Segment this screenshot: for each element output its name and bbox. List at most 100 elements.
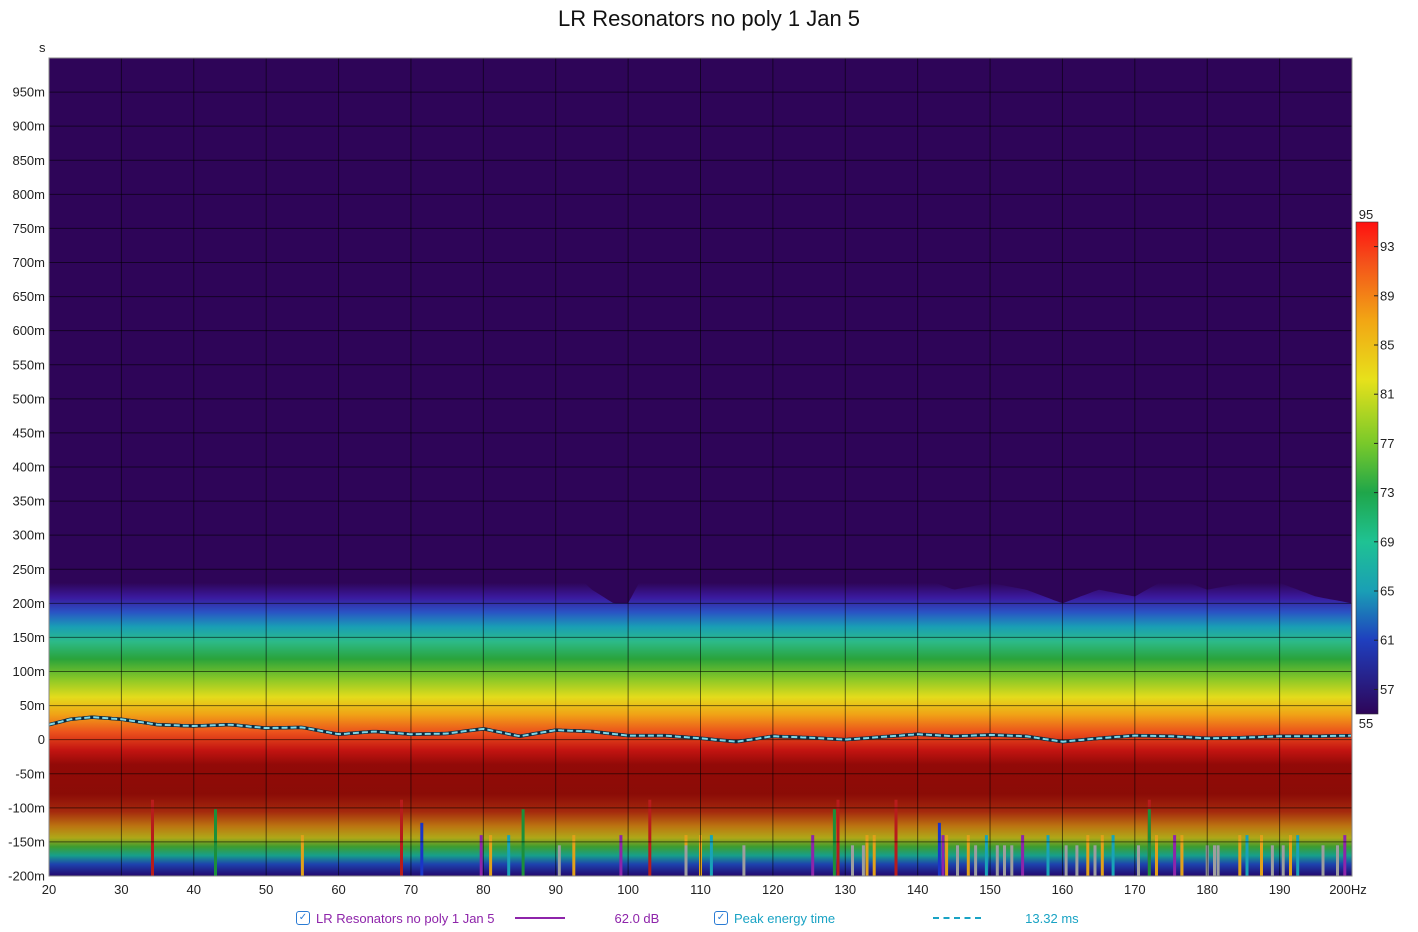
color-scale-label: 89 — [1380, 288, 1394, 303]
resonance-marker — [1296, 835, 1300, 876]
y-tick-label: 650m — [12, 289, 45, 304]
y-tick-label: 750m — [12, 221, 45, 236]
resonance-marker — [1238, 835, 1242, 876]
y-tick-label: 350m — [12, 494, 45, 509]
peak-energy-line — [48, 715, 1352, 744]
resonance-marker — [648, 799, 652, 876]
resonance-marker — [1155, 835, 1158, 876]
color-scale-label: 65 — [1380, 584, 1394, 599]
resonance-marker — [861, 845, 865, 876]
resonance-marker — [1289, 835, 1292, 876]
legend-item-series[interactable]: ✓ LR Resonators no poly 1 Jan 5 62.0 dB — [296, 908, 659, 928]
grid — [49, 58, 1352, 876]
resonance-marker — [872, 835, 876, 876]
resonance-marker — [984, 835, 988, 876]
legend-series-label: LR Resonators no poly 1 Jan 5 — [316, 910, 495, 926]
resonance-marker — [966, 835, 970, 876]
y-tick-label: 900m — [12, 119, 45, 134]
resonance-marker — [1046, 835, 1050, 876]
resonance-marker — [1180, 835, 1184, 876]
resonance-marker — [709, 835, 713, 876]
color-scale-label: 81 — [1380, 387, 1394, 402]
resonance-marker — [1216, 845, 1220, 876]
resonance-marker — [557, 845, 561, 876]
legend-item-peak[interactable]: ✓ Peak energy time 13.32 ms — [714, 908, 1079, 928]
resonance-marker — [489, 835, 493, 876]
x-tick-label: 80 — [476, 882, 490, 897]
resonance-marker — [811, 835, 815, 876]
color-scale-bar: 95 93 89 85 81 77 73 69 65 61 57 55 — [1355, 207, 1394, 731]
x-tick-label: 110 — [690, 882, 711, 897]
resonance-marker — [832, 809, 836, 876]
y-tick-label: 700m — [12, 255, 45, 270]
y-tick-label: 400m — [12, 460, 45, 475]
y-tick-label: 150m — [12, 630, 45, 645]
x-tick-label: 60 — [331, 882, 345, 897]
resonance-marker — [151, 799, 154, 876]
y-tick-label: 450m — [12, 425, 45, 440]
resonance-marker — [1093, 845, 1097, 876]
x-tick-label: 180 — [1196, 882, 1218, 897]
y-tick-label: 800m — [12, 187, 45, 202]
resonance-marker — [851, 845, 854, 876]
x-tick-label: 190 — [1269, 882, 1291, 897]
y-tick-label: 850m — [12, 153, 45, 168]
resonance-marker — [941, 835, 945, 876]
resonance-marker — [1336, 845, 1339, 876]
resonance-marker — [1213, 845, 1216, 876]
resonance-marker — [1321, 845, 1325, 876]
resonance-marker — [1343, 835, 1347, 876]
x-tick-label: 140 — [907, 882, 929, 897]
y-tick-label: 50m — [20, 698, 45, 713]
legend-peak-swatch — [933, 917, 982, 919]
legend-peak-label: Peak energy time — [734, 910, 836, 926]
color-scale-label: 85 — [1380, 338, 1394, 353]
y-tick-label: 950m — [12, 85, 45, 100]
chart-title: LR Resonators no poly 1 Jan 5 — [557, 6, 861, 31]
x-tick-label: 120 — [762, 882, 784, 897]
color-scale-label: 57 — [1380, 682, 1394, 697]
resonance-marker — [1281, 845, 1285, 876]
y-tick-label: -200m — [8, 869, 45, 884]
resonance-marker — [684, 845, 688, 876]
resonance-marker — [1260, 835, 1263, 876]
x-tick-label: 150 — [979, 882, 1001, 897]
x-tick-label: 170 — [1124, 882, 1146, 897]
series-checkbox[interactable]: ✓ — [296, 911, 310, 925]
x-tick-label: 30 — [114, 882, 128, 897]
resonance-marker — [894, 799, 898, 876]
resonance-marker — [836, 799, 840, 876]
legend-series-swatch — [514, 917, 565, 919]
x-axis: 20 30 40 50 60 70 80 90 100 110 120 130 140 150 160 170… — [42, 882, 1367, 897]
resonance-marker — [572, 835, 576, 876]
resonance-marker — [995, 845, 999, 876]
resonance-marker — [1147, 809, 1151, 876]
resonance-marker — [619, 835, 623, 876]
y-tick-label: -100m — [8, 800, 45, 815]
color-scale-gradient — [1355, 221, 1379, 715]
resonance-marker — [507, 835, 511, 876]
peak-checkbox[interactable]: ✓ — [714, 911, 728, 925]
color-scale-label: 95 — [1359, 207, 1373, 222]
y-tick-label: 200m — [12, 596, 45, 611]
x-tick-label: 100 — [617, 882, 639, 897]
y-tick-label: -50m — [15, 766, 45, 781]
resonance-marker — [1075, 845, 1079, 876]
resonance-marker — [974, 845, 978, 876]
resonance-marker — [742, 845, 746, 876]
resonance-marker — [1086, 835, 1090, 876]
resonance-marker — [1173, 835, 1177, 876]
resonance-marker — [865, 835, 869, 876]
y-axis: s -200m -150m -100m -50m 0 50m 100m 150m 200m 250m… — [8, 40, 46, 884]
y-tick-label: 500m — [12, 391, 45, 406]
legend-peak-value: 13.32 ms — [1025, 910, 1079, 926]
color-scale-label: 61 — [1380, 633, 1394, 648]
x-tick-label: 160 — [1052, 882, 1074, 897]
resonance-marker — [1100, 835, 1104, 876]
y-tick-label: 550m — [12, 357, 45, 372]
color-scale-label: 93 — [1380, 239, 1394, 254]
y-tick-label: 250m — [12, 562, 45, 577]
resonance-marker — [521, 809, 525, 876]
color-scale-label: 73 — [1380, 485, 1394, 500]
